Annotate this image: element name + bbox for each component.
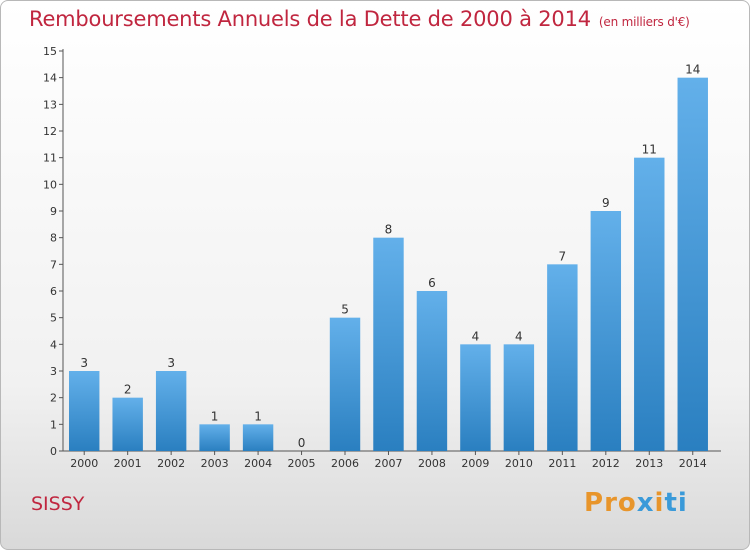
x-tick-label: 2008: [418, 457, 446, 470]
y-tick-label: 3: [50, 365, 57, 378]
bar-2004: [242, 424, 274, 451]
y-tick-label: 2: [50, 392, 57, 405]
bar-2007: [373, 237, 404, 451]
x-tick-label: 2009: [461, 457, 489, 470]
x-tick-label: 2010: [505, 457, 533, 470]
x-tick-label: 2004: [244, 457, 272, 470]
y-tick-label: 13: [43, 98, 57, 111]
x-tick-label: 2000: [70, 457, 98, 470]
data-label: 1: [211, 409, 219, 423]
y-tick-label: 15: [43, 45, 57, 58]
chart-title: Remboursements Annuels de la Dette de 20…: [29, 7, 690, 31]
y-tick-label: 6: [50, 285, 57, 298]
data-label: 5: [341, 303, 349, 317]
chart-title-text: Remboursements Annuels de la Dette de 20…: [29, 7, 591, 31]
x-tick-label: 2011: [548, 457, 576, 470]
x-tick-label: 2002: [157, 457, 185, 470]
x-tick-label: 2005: [288, 457, 316, 470]
data-label: 9: [602, 196, 610, 210]
bar-2000: [69, 371, 100, 451]
data-label: 4: [472, 329, 480, 343]
x-tick-label: 2006: [331, 457, 359, 470]
bar-2009: [460, 344, 491, 451]
y-tick-label: 7: [50, 258, 57, 271]
data-label: 7: [559, 249, 567, 263]
y-tick-label: 10: [43, 178, 57, 191]
bar-2008: [416, 291, 448, 451]
data-label: 14: [685, 63, 700, 77]
brand-letter: x: [636, 488, 655, 518]
bar-2003: [199, 424, 230, 451]
y-tick-label: 9: [50, 205, 57, 218]
data-label: 11: [642, 143, 657, 157]
y-tick-label: 5: [50, 312, 57, 325]
x-tick-label: 2013: [635, 457, 663, 470]
y-tick-label: 11: [43, 152, 57, 165]
bar-2014: [677, 77, 708, 452]
y-tick-label: 14: [43, 72, 57, 85]
data-label: 0: [298, 436, 306, 450]
bar-2011: [547, 264, 578, 451]
data-label: 3: [80, 356, 88, 370]
brand-logo: Proxiti: [584, 488, 688, 518]
x-tick-label: 2007: [374, 457, 402, 470]
brand-letter: P: [584, 488, 605, 518]
data-label: 3: [167, 356, 175, 370]
data-label: 6: [428, 276, 436, 290]
x-axis: 2000 2001 2002 2003 2004 2005 2006 2007 2008 2009…: [63, 450, 721, 470]
y-tick-label: 1: [50, 418, 57, 431]
x-tick-label: 2012: [592, 457, 620, 470]
y-tick-label: 12: [43, 125, 57, 138]
x-tick-label: 2014: [679, 457, 707, 470]
data-label: 4: [515, 329, 523, 343]
y-tick-label: 8: [50, 232, 57, 245]
x-tick-label: 2001: [114, 457, 142, 470]
bar-2013: [634, 157, 665, 451]
bar-2002: [155, 371, 187, 451]
data-label: 2: [124, 383, 132, 397]
data-label: 1: [254, 409, 262, 423]
data-label: 8: [385, 223, 393, 237]
bar-2012: [590, 211, 622, 451]
brand-letter: o: [617, 488, 637, 518]
bar-2001: [112, 397, 143, 451]
brand-letter: t: [664, 488, 678, 518]
y-tick-label: 4: [50, 338, 57, 351]
brand-letter: r: [604, 488, 618, 518]
brand-letter: i: [677, 488, 688, 518]
bar-2010: [503, 344, 535, 451]
brand-letter: i: [654, 488, 665, 518]
bar-2006: [329, 317, 361, 451]
place-name: SISSY: [31, 493, 85, 515]
y-tick-label: 0: [50, 445, 57, 458]
x-tick-label: 2003: [201, 457, 229, 470]
chart-subtitle: (en milliers d'€): [598, 15, 690, 29]
